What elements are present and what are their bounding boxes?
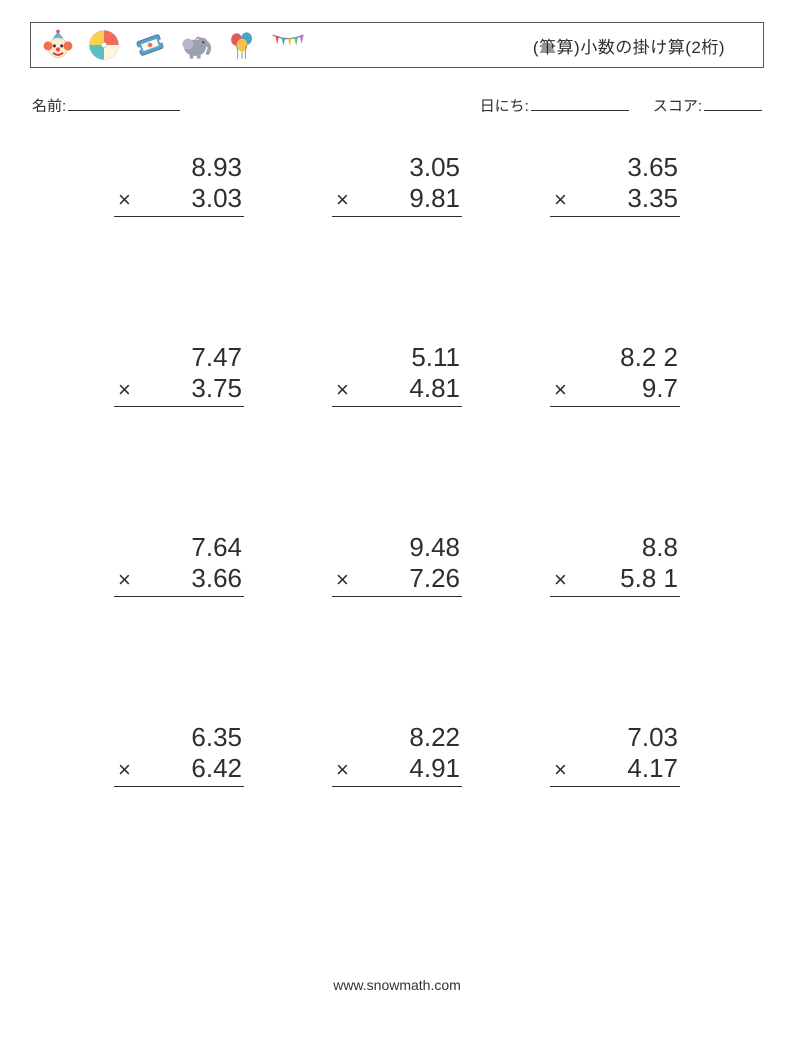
date-score-group: 日にち: スコア:: [480, 95, 762, 116]
score-underline: [704, 110, 762, 111]
multiplicand: 9.48: [332, 532, 462, 563]
times-symbol: ×: [336, 567, 363, 593]
multiplier: 3.03: [191, 183, 242, 214]
footer-url: www.snowmath.com: [0, 977, 794, 993]
multiplier: 9.7: [642, 373, 678, 404]
name-label: 名前:: [32, 95, 66, 116]
times-symbol: ×: [118, 377, 145, 403]
problem: 8.22 × 4.91: [288, 722, 506, 912]
header-box: (筆算)小数の掛け算(2桁): [30, 22, 764, 68]
problem: 3.05 × 9.81: [288, 152, 506, 342]
times-symbol: ×: [554, 377, 581, 403]
multiplier: 6.42: [191, 753, 242, 784]
problem: 3.65 × 3.35: [506, 152, 724, 342]
multiplicand: 6.35: [114, 722, 244, 753]
times-symbol: ×: [554, 187, 581, 213]
times-symbol: ×: [554, 757, 581, 783]
multiplicand: 8.8: [550, 532, 680, 563]
score-label: スコア:: [653, 95, 702, 116]
multiplicand: 5.11: [332, 342, 462, 373]
clown-icon: [37, 26, 79, 64]
multiplier: 5.8 1: [620, 563, 678, 594]
problem: 7.64 × 3.66: [70, 532, 288, 722]
name-underline: [68, 110, 180, 111]
multiplicand: 7.47: [114, 342, 244, 373]
multiplier: 3.75: [191, 373, 242, 404]
date-label: 日にち:: [480, 95, 529, 116]
problem: 8.93 × 3.03: [70, 152, 288, 342]
multiplier: 3.66: [191, 563, 242, 594]
multiplicand: 8.22: [332, 722, 462, 753]
multiplier: 3.35: [627, 183, 678, 214]
problem: 8.2 2 × 9.7: [506, 342, 724, 532]
problem: 7.47 × 3.75: [70, 342, 288, 532]
times-symbol: ×: [118, 187, 145, 213]
balloons-icon: [221, 26, 263, 64]
problems-grid: 8.93×3.03 3.05×9.81 3.65×3.35 7.47×3.75 …: [30, 152, 764, 912]
multiplier: 7.26: [409, 563, 460, 594]
multiplier: 4.91: [409, 753, 460, 784]
problem: 6.35 × 6.42: [70, 722, 288, 912]
problem: 5.11 × 4.81: [288, 342, 506, 532]
multiplier: 4.17: [627, 753, 678, 784]
times-symbol: ×: [336, 187, 363, 213]
name-field: 名前:: [32, 95, 180, 116]
times-symbol: ×: [118, 757, 145, 783]
beach-ball-icon: [83, 26, 125, 64]
date-underline: [531, 110, 629, 111]
multiplicand: 7.03: [550, 722, 680, 753]
multiplicand: 8.2 2: [550, 342, 680, 373]
header-icons: [37, 26, 309, 64]
times-symbol: ×: [336, 377, 363, 403]
multiplicand: 8.93: [114, 152, 244, 183]
worksheet-page: (筆算)小数の掛け算(2桁) 名前: 日にち: スコア: 8.93 × 3.03 3…: [0, 0, 794, 1053]
multiplier: 4.81: [409, 373, 460, 404]
problem: 8.8 × 5.8 1: [506, 532, 724, 722]
bunting-icon: [267, 26, 309, 64]
multiplier: 9.81: [409, 183, 460, 214]
times-symbol: ×: [118, 567, 145, 593]
problem: 9.48 × 7.26: [288, 532, 506, 722]
multiplicand: 7.64: [114, 532, 244, 563]
ticket-icon: [129, 26, 171, 64]
multiplicand: 3.05: [332, 152, 462, 183]
worksheet-title: (筆算)小数の掛け算(2桁): [533, 33, 749, 58]
elephant-icon: [175, 26, 217, 64]
info-row: 名前: 日にち: スコア:: [30, 95, 764, 116]
problem: 7.03 × 4.17: [506, 722, 724, 912]
multiplicand: 3.65: [550, 152, 680, 183]
times-symbol: ×: [554, 567, 581, 593]
times-symbol: ×: [336, 757, 363, 783]
